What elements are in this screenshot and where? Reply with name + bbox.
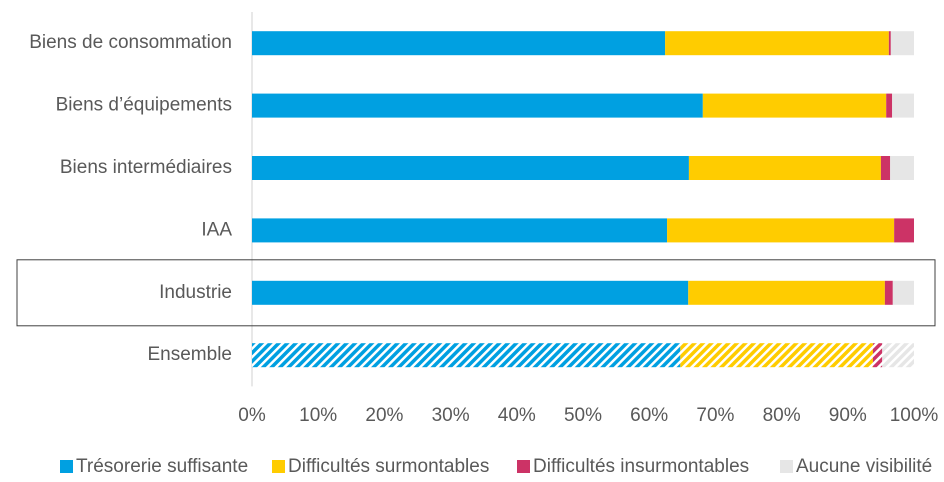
bar-segment xyxy=(252,280,689,305)
legend-label: Difficultés insurmontables xyxy=(533,456,749,477)
category-label: Biens intermédiaires xyxy=(60,157,232,178)
bar-segment xyxy=(680,343,873,368)
x-tick-label: 30% xyxy=(432,405,470,426)
bar-segment xyxy=(890,156,914,180)
bar-segment xyxy=(702,93,887,118)
x-tick-label: 70% xyxy=(696,405,734,426)
bar-segment xyxy=(882,343,914,368)
category-label: Biens de consommation xyxy=(29,32,232,53)
x-tick-label: 40% xyxy=(498,405,536,426)
legend-swatch xyxy=(60,460,73,473)
bar-segment xyxy=(890,31,914,56)
bar-segment xyxy=(252,218,668,243)
bar-segment xyxy=(872,343,883,368)
legend-label: Aucune visibilité xyxy=(796,456,932,477)
x-tick-label: 0% xyxy=(238,405,266,426)
bar-segment xyxy=(886,93,893,118)
bar-segment xyxy=(892,280,914,305)
bar-segment xyxy=(892,93,914,118)
bar-segment xyxy=(252,156,689,180)
x-tick-label: 100% xyxy=(890,405,939,426)
bar-segment xyxy=(252,343,681,368)
bar-segment xyxy=(252,93,703,118)
bar-segment xyxy=(884,280,893,305)
legend-label: Trésorerie suffisante xyxy=(76,456,248,477)
x-tick-label: 80% xyxy=(763,405,801,426)
legend-label: Difficultés surmontables xyxy=(288,456,489,477)
category-label: Ensemble xyxy=(148,344,233,365)
highlight-box xyxy=(16,259,936,327)
legend-swatch xyxy=(272,460,285,473)
bar-segment xyxy=(252,31,666,56)
x-tick-label: 60% xyxy=(630,405,668,426)
category-label: IAA xyxy=(201,219,232,240)
x-tick-label: 20% xyxy=(365,405,403,426)
bar-segment xyxy=(688,280,885,305)
bar-segment xyxy=(667,218,895,243)
category-label: Industrie xyxy=(159,282,232,303)
bar-segment xyxy=(880,156,891,180)
bar-segment xyxy=(665,31,889,56)
legend-swatch xyxy=(780,460,793,473)
category-label: Biens d’équipements xyxy=(56,95,232,116)
bar-segment xyxy=(894,218,914,243)
bar-segment xyxy=(688,156,881,180)
x-tick-label: 10% xyxy=(299,405,337,426)
legend-swatch xyxy=(517,460,530,473)
x-tick-label: 90% xyxy=(829,405,867,426)
bar-segment xyxy=(888,31,891,56)
x-tick-label: 50% xyxy=(564,405,602,426)
